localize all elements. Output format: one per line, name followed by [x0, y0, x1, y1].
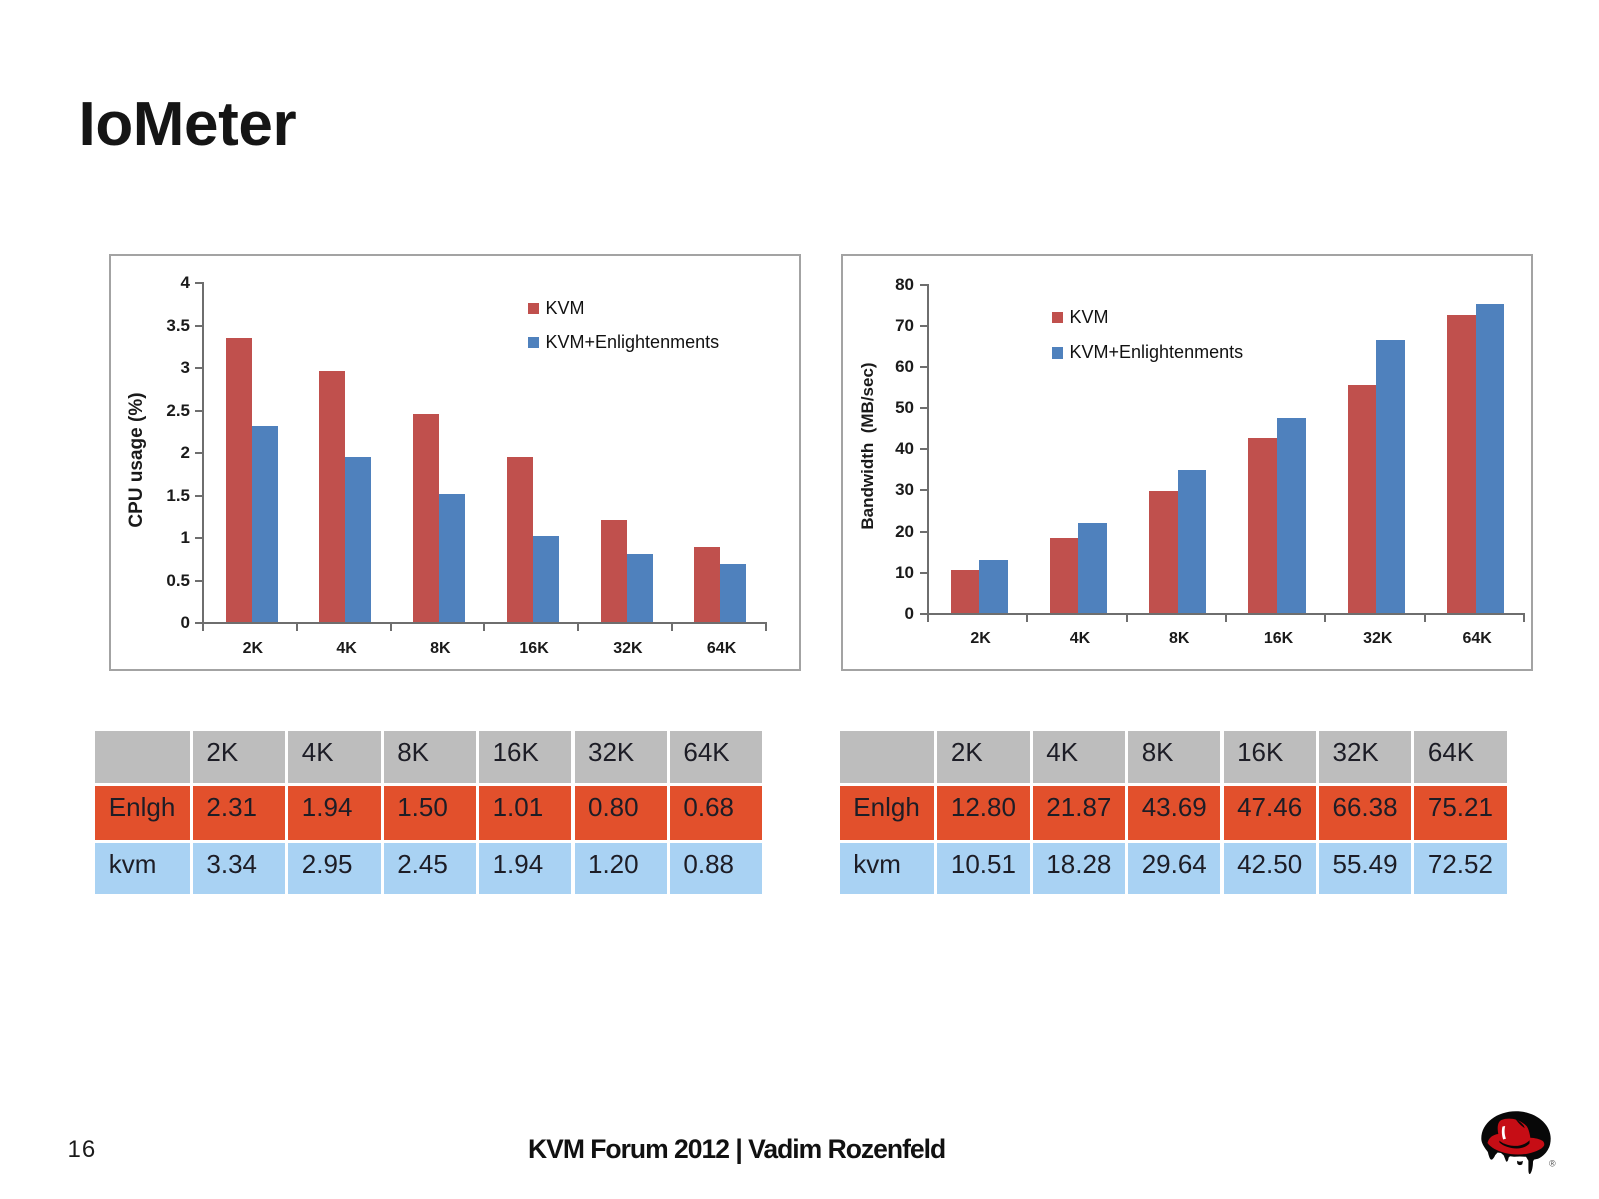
svg-text:®: ®: [1549, 1159, 1556, 1169]
